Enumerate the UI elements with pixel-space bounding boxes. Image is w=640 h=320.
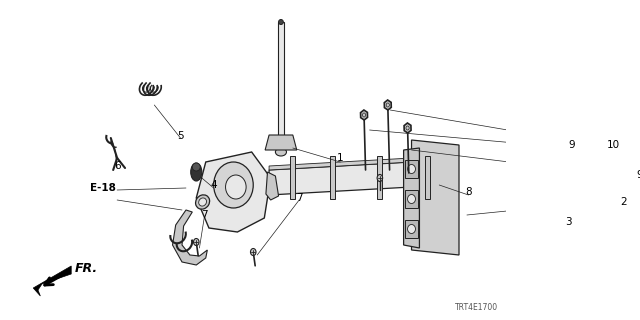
Text: 5: 5 — [177, 131, 184, 141]
Text: FR.: FR. — [75, 261, 99, 275]
Text: 10: 10 — [607, 140, 620, 150]
Ellipse shape — [196, 195, 210, 209]
Polygon shape — [33, 266, 71, 296]
Text: 7: 7 — [201, 210, 207, 220]
Ellipse shape — [214, 162, 253, 208]
Ellipse shape — [275, 148, 287, 156]
Polygon shape — [291, 156, 295, 199]
Polygon shape — [404, 123, 411, 133]
Ellipse shape — [198, 198, 207, 206]
Ellipse shape — [192, 163, 200, 171]
Text: 1: 1 — [337, 153, 344, 163]
Polygon shape — [425, 156, 429, 199]
Text: 7: 7 — [296, 193, 303, 203]
Polygon shape — [266, 172, 278, 200]
Polygon shape — [405, 190, 418, 208]
Polygon shape — [384, 100, 391, 110]
Text: 8: 8 — [465, 187, 472, 197]
Polygon shape — [269, 162, 412, 195]
Text: 9: 9 — [636, 170, 640, 180]
Polygon shape — [378, 156, 382, 199]
Text: E-18: E-18 — [90, 183, 116, 193]
Text: 6: 6 — [114, 161, 120, 171]
Ellipse shape — [408, 164, 415, 173]
Ellipse shape — [193, 238, 199, 245]
Text: 3: 3 — [565, 217, 572, 227]
Text: 2: 2 — [620, 197, 627, 207]
Polygon shape — [196, 152, 271, 232]
Polygon shape — [265, 135, 297, 150]
Polygon shape — [405, 160, 418, 178]
Ellipse shape — [250, 249, 256, 255]
Polygon shape — [412, 140, 459, 255]
Polygon shape — [330, 156, 335, 199]
Polygon shape — [404, 148, 419, 248]
Polygon shape — [405, 220, 418, 238]
Ellipse shape — [408, 225, 415, 234]
Polygon shape — [360, 110, 367, 120]
Ellipse shape — [377, 174, 383, 181]
Polygon shape — [269, 158, 412, 170]
Text: 4: 4 — [211, 180, 217, 190]
Text: TRT4E1700: TRT4E1700 — [456, 303, 499, 312]
Ellipse shape — [278, 20, 284, 25]
Text: 9: 9 — [568, 140, 575, 150]
Polygon shape — [278, 22, 284, 150]
Ellipse shape — [191, 163, 202, 181]
Ellipse shape — [225, 175, 246, 199]
Polygon shape — [173, 210, 207, 265]
Ellipse shape — [408, 195, 415, 204]
